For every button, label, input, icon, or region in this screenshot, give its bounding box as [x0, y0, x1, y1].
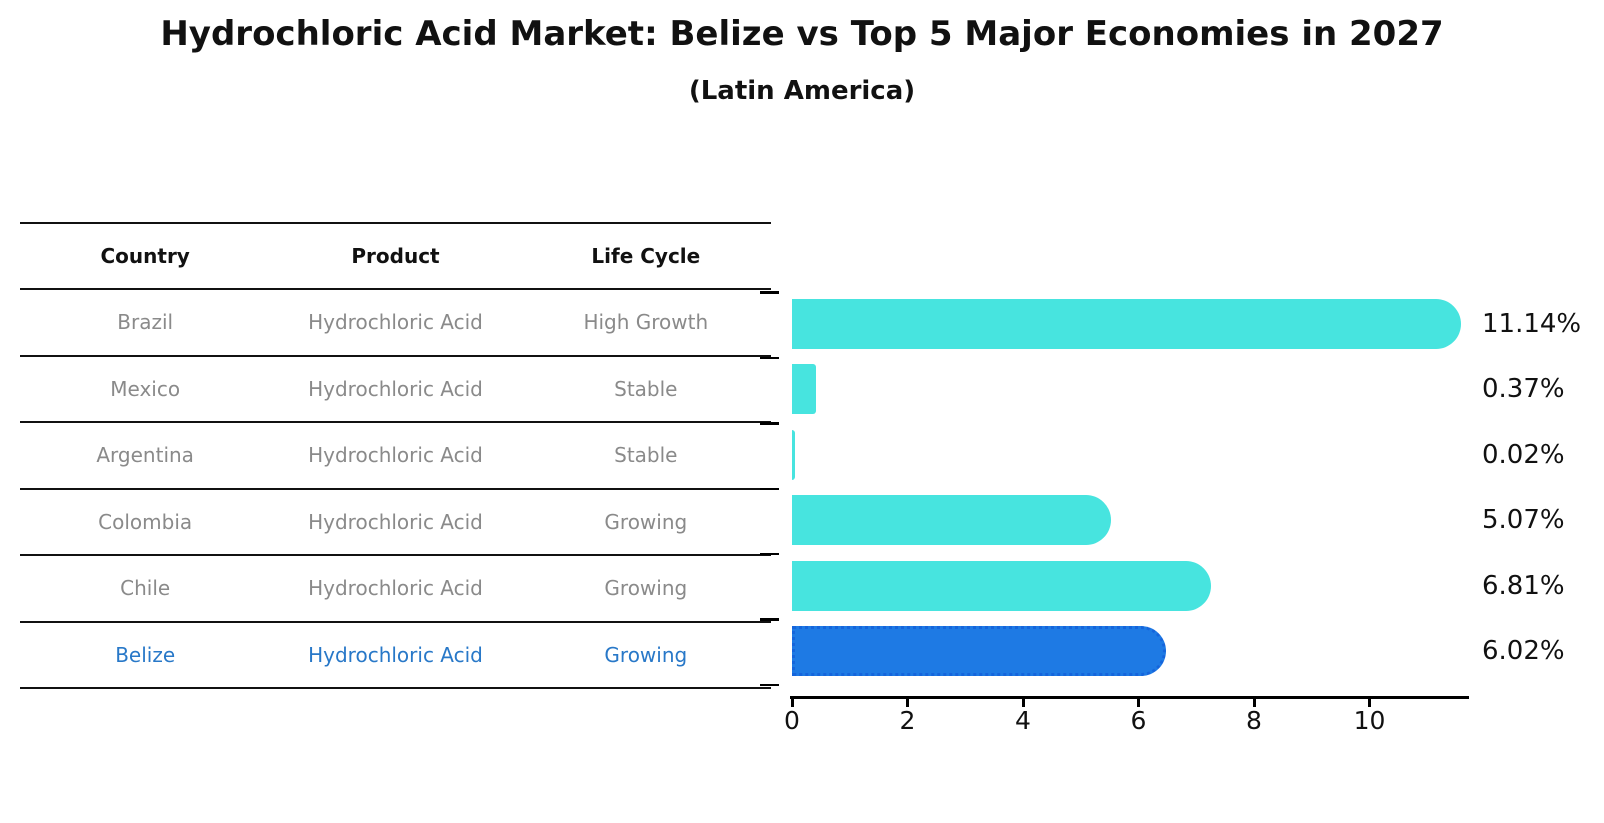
bar-brazil	[792, 299, 1462, 349]
bar-value-label-argentina: 0.02%	[1482, 439, 1565, 470]
x-axis-tick-label: 2	[899, 706, 916, 735]
y-axis-tick	[760, 487, 779, 490]
x-axis-tick	[1021, 697, 1025, 707]
table-header-product: Product	[351, 244, 440, 268]
bar-colombia	[792, 495, 1111, 546]
x-axis-tick-label: 10	[1353, 706, 1386, 735]
y-axis-tick	[760, 683, 779, 687]
x-axis-tick-label: 4	[1015, 706, 1031, 735]
y-axis-tick	[760, 356, 779, 360]
table-row-chile: Chile Hydrochloric Acid Growing	[20, 556, 771, 623]
table-cell-lifecycle: High Growth	[583, 310, 709, 335]
x-axis-tick	[1368, 697, 1371, 707]
bar-argentina	[792, 429, 795, 480]
bar-value-label-mexico: 0.37%	[1482, 374, 1565, 405]
bar-mexico	[792, 364, 816, 415]
table-cell-lifecycle: Growing	[604, 576, 688, 601]
bar-value-label-brazil: 11.14%	[1482, 309, 1582, 339]
x-axis-tick-label: 0	[784, 706, 800, 735]
page-title: Hydrochloric Acid Market: Belize vs Top …	[160, 14, 1444, 54]
table-cell-product: Hydrochloric Acid	[308, 310, 483, 335]
table-row-mexico: Mexico Hydrochloric Acid Stable	[20, 357, 771, 423]
y-axis-tick	[760, 422, 779, 425]
table-cell-product: Hydrochloric Acid	[308, 576, 483, 601]
bar-chile	[792, 560, 1212, 611]
page-subtitle: (Latin America)	[688, 76, 916, 106]
x-axis-tick	[906, 697, 909, 707]
table-cell-lifecycle: Growing	[604, 642, 688, 667]
y-axis-tick	[760, 552, 779, 556]
table-header-lifecycle: Life Cycle	[591, 244, 701, 268]
x-axis-line	[790, 696, 1469, 699]
table-cell-country: Argentina	[96, 443, 194, 468]
x-axis-tick-label: 8	[1246, 706, 1262, 735]
country-table: Country Product Life Cycle Brazil Hydroch…	[20, 222, 771, 689]
x-axis-tick-label: 6	[1130, 706, 1147, 735]
bar-value-label-chile: 6.81%	[1482, 570, 1565, 601]
table-cell-country: Colombia	[98, 509, 193, 534]
table-cell-product: Hydrochloric Acid	[308, 443, 483, 468]
bar-belize	[792, 626, 1166, 676]
table-row-belize: Belize Hydrochloric Acid Growing	[20, 623, 771, 689]
table-row-colombia: Colombia Hydrochloric Acid Growing	[20, 490, 771, 556]
table-header-country: Country	[100, 244, 190, 268]
bar-value-label-belize: 6.02%	[1482, 636, 1565, 666]
table-cell-lifecycle: Stable	[614, 376, 678, 401]
y-axis-tick	[760, 291, 779, 294]
table-cell-country: Chile	[120, 576, 171, 601]
table-cell-lifecycle: Stable	[614, 443, 678, 468]
table-header-row: Country Product Life Cycle	[20, 224, 771, 290]
table-cell-country: Mexico	[110, 376, 181, 401]
x-axis-tick	[1252, 697, 1256, 707]
x-axis-tick	[790, 697, 794, 707]
table-cell-product: Hydrochloric Acid	[308, 376, 483, 401]
table-cell-lifecycle: Growing	[604, 509, 688, 534]
bar-value-label-colombia: 5.07%	[1482, 505, 1565, 536]
x-axis-tick	[1137, 697, 1140, 707]
table-cell-country: Brazil	[117, 310, 174, 335]
table-cell-product: Hydrochloric Acid	[308, 509, 483, 534]
table-cell-country: Belize	[115, 642, 176, 667]
table-row-argentina: Argentina Hydrochloric Acid Stable	[20, 423, 771, 490]
table-cell-product: Hydrochloric Acid	[308, 642, 483, 667]
y-axis-tick	[760, 618, 779, 621]
table-row-brazil: Brazil Hydrochloric Acid High Growth	[20, 290, 771, 357]
